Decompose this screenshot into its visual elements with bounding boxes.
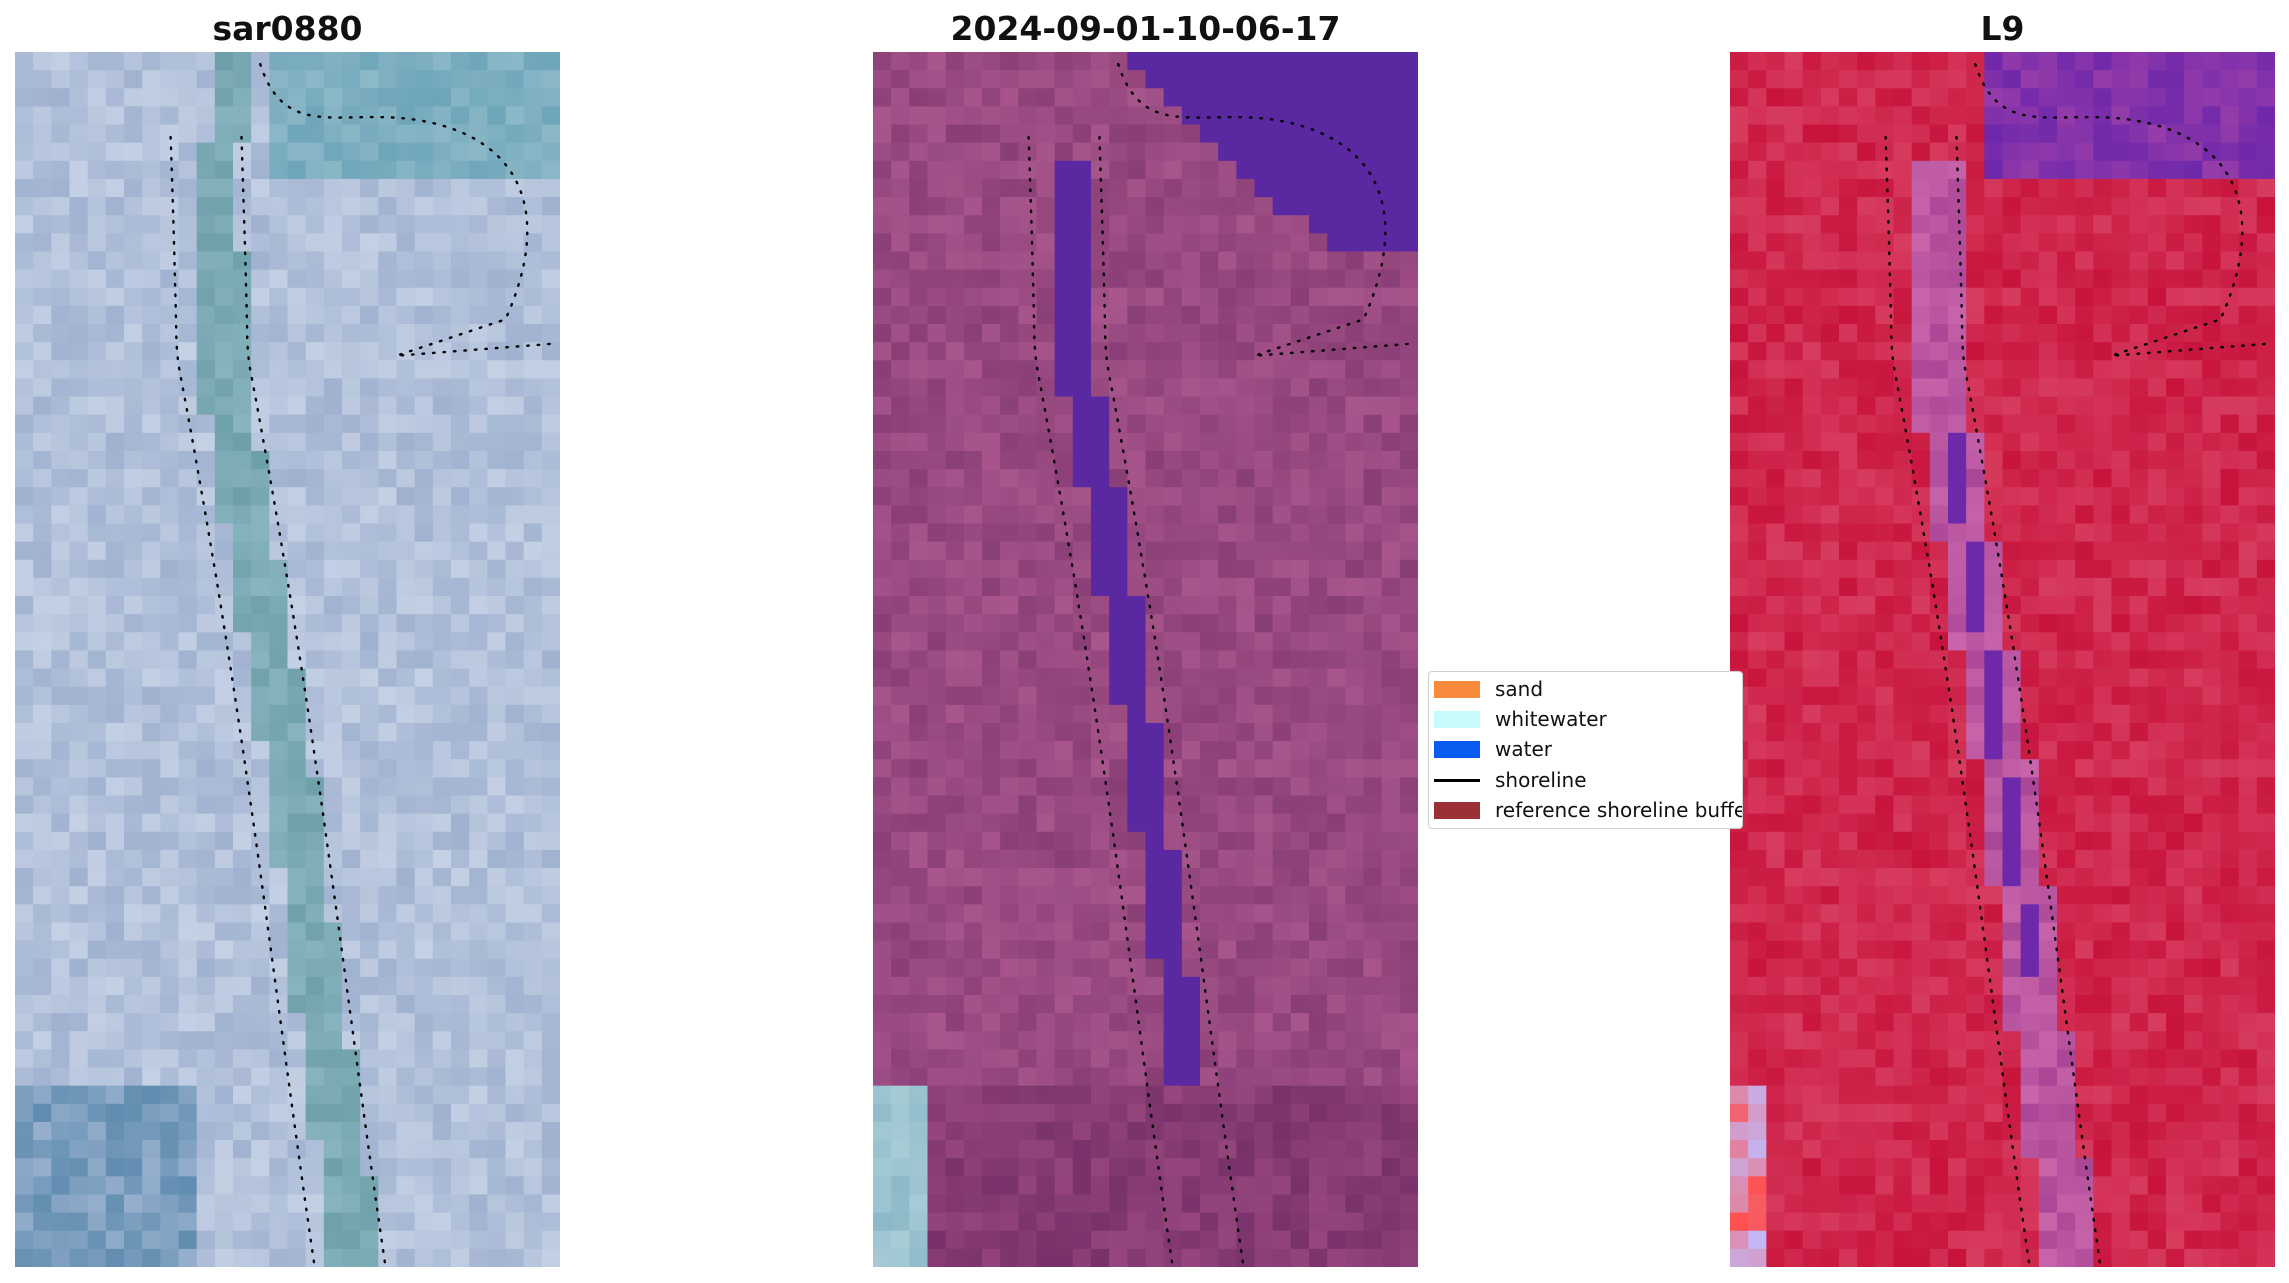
legend-swatch-reference-buffer	[1434, 802, 1480, 819]
legend-label-whitewater: whitewater	[1495, 707, 1607, 731]
legend-swatch-whitewater	[1434, 711, 1480, 728]
index-image-panel	[1730, 52, 2275, 1267]
panel-title-index: L9	[1980, 9, 2025, 48]
classified-image-panel	[873, 52, 1418, 1267]
legend-line-shoreline	[1434, 779, 1480, 782]
index-image	[1730, 52, 2275, 1267]
legend-swatch-water	[1434, 741, 1480, 758]
legend-label-sand: sand	[1495, 677, 1544, 701]
sar-image	[15, 52, 560, 1267]
panel-title-classified: 2024-09-01-10-06-17	[950, 9, 1341, 48]
legend-swatch-sand	[1434, 681, 1480, 698]
panel-title-sar: sar0880	[212, 9, 363, 48]
legend-label-water: water	[1495, 737, 1552, 761]
legend-label-shoreline: shoreline	[1495, 768, 1587, 792]
classified-image	[873, 52, 1418, 1267]
sar-image-panel	[15, 52, 560, 1267]
legend: sand whitewater water shoreline referenc…	[1428, 671, 1743, 829]
legend-label-reference-buffer: reference shoreline buffer	[1495, 798, 1743, 822]
